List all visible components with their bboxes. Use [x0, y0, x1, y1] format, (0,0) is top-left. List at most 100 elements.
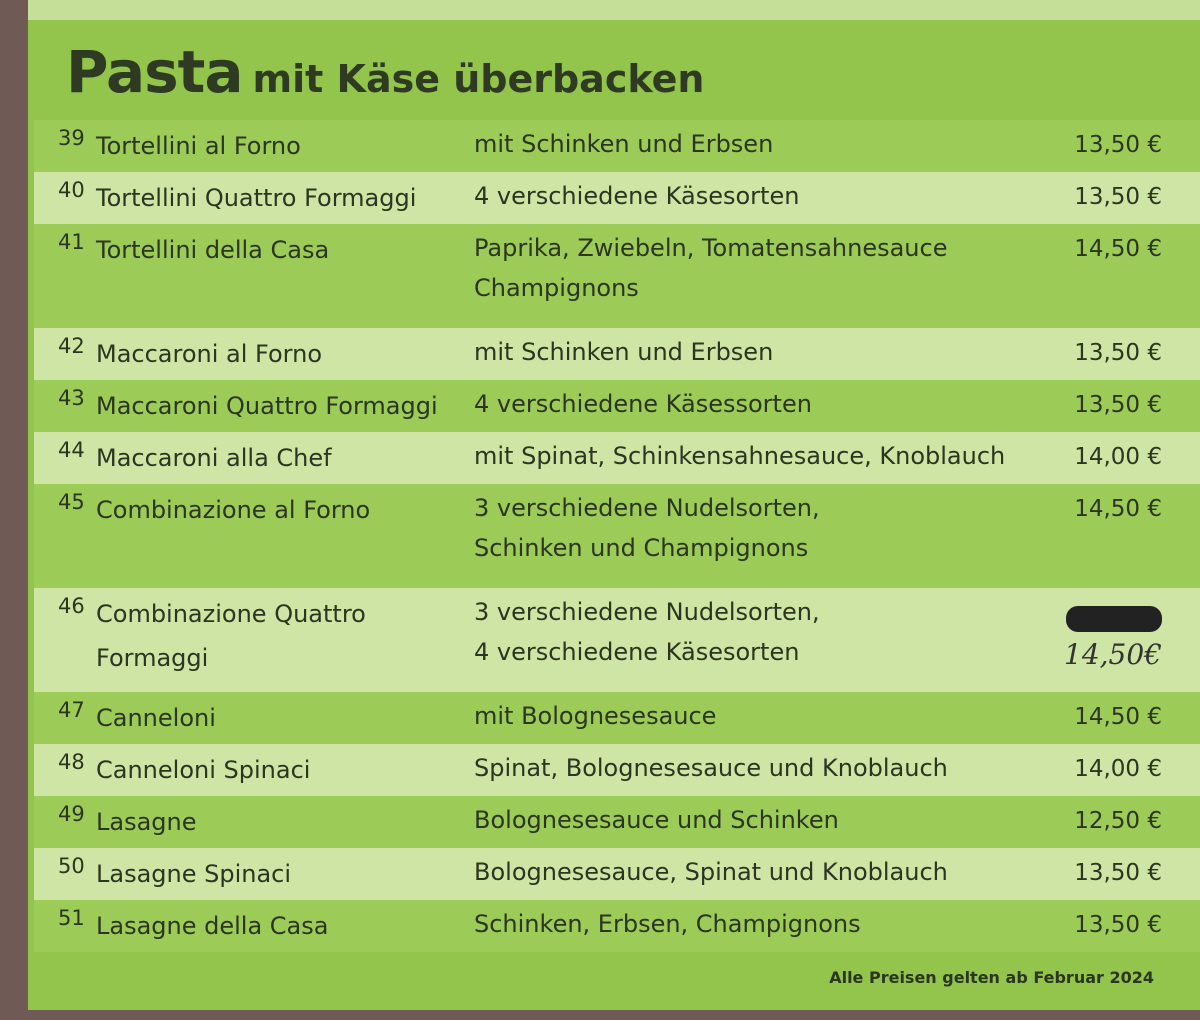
menu-item: 51 Lasagne della Casa Schinken, Erbsen, Ch…	[34, 900, 1200, 952]
menu-item: 48 Canneloni Spinaci Spinat, Bolognesesauc…	[34, 744, 1200, 796]
item-price: 13,50 €	[1074, 860, 1162, 886]
item-number: 46	[58, 594, 85, 618]
item-price: 14,00 €	[1074, 444, 1162, 470]
menu-item: 39 Tortellini al Forno mit Schinken und Er…	[34, 120, 1200, 172]
item-name: Lasagne della Casa	[96, 904, 328, 948]
item-price: 14,50 €	[1074, 236, 1162, 262]
name-line: Tortellini della Casa	[96, 236, 330, 264]
item-name: Canneloni	[96, 696, 216, 740]
footer-note: Alle Preisen gelten ab Februar 2024	[829, 968, 1154, 987]
description-line: Champignons	[474, 274, 639, 302]
menu-item: 45 Combinazione al Forno 3 verschiedene Nu…	[34, 484, 1200, 588]
menu-item: 47 Canneloni mit Bolognesesauce 14,50 €	[34, 692, 1200, 744]
name-line: Lasagne	[96, 808, 197, 836]
description-line: mit Spinat, Schinkensahnesauce, Knoblauc…	[474, 442, 1006, 470]
description-line: mit Schinken und Erbsen	[474, 130, 774, 158]
menu-item: 44 Maccaroni alla Chef mit Spinat, Schinke…	[34, 432, 1200, 484]
item-number: 48	[58, 750, 85, 774]
title: Pasta	[66, 38, 243, 106]
name-line: Canneloni	[96, 704, 216, 732]
item-description: Bolognesesauce und Schinken	[474, 800, 839, 840]
item-description: mit Schinken und Erbsen	[474, 124, 773, 164]
item-price: 14,50 €	[1074, 704, 1162, 730]
item-price: 13,50 €	[1074, 392, 1162, 418]
description-line: 4 verschiedene Käsesorten	[474, 638, 800, 666]
item-name: Combinazione Quattro Formaggi	[96, 592, 366, 680]
name-line: Maccaroni al Forno	[96, 340, 323, 368]
subtitle: mit Käse überbacken	[252, 57, 705, 101]
item-number: 45	[58, 490, 85, 514]
item-number: 49	[58, 802, 85, 826]
item-name: Maccaroni al Forno	[96, 332, 322, 376]
menu-item: 43 Maccaroni Quattro Formaggi 4 verschiede…	[34, 380, 1200, 432]
header: Pasta mit Käse überbacken	[66, 38, 704, 106]
item-name: Canneloni Spinaci	[96, 748, 310, 792]
item-name: Tortellini della Casa	[96, 228, 329, 272]
description-line: Schinken und Champignons	[474, 534, 809, 562]
description-line: Schinken, Erbsen, Champignons	[474, 910, 861, 938]
item-description: 3 verschiedene Nudelsorten, Schinken und …	[474, 488, 820, 568]
item-description: mit Spinat, Schinkensahnesauce, Knoblauc…	[474, 436, 1005, 476]
name-line: Maccaroni alla Chef	[96, 444, 332, 472]
menu-list: 39 Tortellini al Forno mit Schinken und Er…	[34, 120, 1200, 952]
item-description: Spinat, Bolognesesauce und Knoblauch	[474, 748, 948, 788]
description-line: 3 verschiedene Nudelsorten,	[474, 494, 820, 522]
item-description: Paprika, Zwiebeln, Tomatensahnesauce Cham…	[474, 228, 947, 308]
menu-item: 41 Tortellini della Casa Paprika, Zwiebeln…	[34, 224, 1200, 328]
item-number: 51	[58, 906, 85, 930]
description-line: Bolognesesauce und Schinken	[474, 806, 839, 834]
item-description: 4 verschiedene Käsessorten	[474, 384, 812, 424]
description-line: Spinat, Bolognesesauce und Knoblauch	[474, 754, 948, 782]
description-line: 3 verschiedene Nudelsorten,	[474, 598, 820, 626]
item-name: Lasagne Spinaci	[96, 852, 291, 896]
top-strip	[28, 0, 1200, 20]
item-price: 13,50 €	[1074, 340, 1162, 366]
item-price: 13,50 €	[1074, 132, 1162, 158]
name-line: Formaggi	[96, 644, 209, 672]
name-line: Maccaroni Quattro Formaggi	[96, 392, 438, 420]
item-name: Maccaroni alla Chef	[96, 436, 332, 480]
menu-item: 40 Tortellini Quattro Formaggi 4 verschied…	[34, 172, 1200, 224]
item-price: 13,50 €	[1074, 912, 1162, 938]
item-number: 44	[58, 438, 85, 462]
description-line: mit Schinken und Erbsen	[474, 338, 774, 366]
item-name: Tortellini Quattro Formaggi	[96, 176, 416, 220]
description-line: 4 verschiedene Käsessorten	[474, 390, 812, 418]
menu-item: 50 Lasagne Spinaci Bolognesesauce, Spinat …	[34, 848, 1200, 900]
name-line: Combinazione Quattro	[96, 600, 366, 628]
item-number: 39	[58, 126, 85, 150]
item-name: Tortellini al Forno	[96, 124, 301, 168]
name-line: Canneloni Spinaci	[96, 756, 311, 784]
description-line: Paprika, Zwiebeln, Tomatensahnesauce	[474, 234, 948, 262]
item-number: 40	[58, 178, 85, 202]
item-name: Lasagne	[96, 800, 197, 844]
name-line: Lasagne della Casa	[96, 912, 329, 940]
item-price: 13,50 €	[1074, 184, 1162, 210]
item-number: 47	[58, 698, 85, 722]
item-description: 4 verschiedene Käsesorten	[474, 176, 799, 216]
item-price: 12,50 €	[1074, 808, 1162, 834]
item-price: 14,50€	[1064, 638, 1162, 671]
name-line: Lasagne Spinaci	[96, 860, 292, 888]
item-description: 3 verschiedene Nudelsorten, 4 verschieden…	[474, 592, 820, 672]
description-line: mit Bolognesesauce	[474, 702, 717, 730]
menu-item: 49 Lasagne Bolognesesauce und Schinken 12,5…	[34, 796, 1200, 848]
menu-item: 42 Maccaroni al Forno mit Schinken und Erb…	[34, 328, 1200, 380]
item-price: 14,00 €	[1074, 756, 1162, 782]
name-line: Tortellini al Forno	[96, 132, 301, 160]
item-price: 14,50 €	[1074, 496, 1162, 522]
item-description: Schinken, Erbsen, Champignons	[474, 904, 861, 944]
item-name: Combinazione al Forno	[96, 488, 370, 532]
menu-item: 46 Combinazione Quattro Formaggi 3 verschie…	[34, 588, 1200, 692]
menu-card: Pasta mit Käse überbacken 39 Tortellini al…	[28, 0, 1200, 1010]
item-description: mit Schinken und Erbsen	[474, 332, 773, 372]
item-number: 41	[58, 230, 85, 254]
item-name: Maccaroni Quattro Formaggi	[96, 384, 438, 428]
name-line: Combinazione al Forno	[96, 496, 371, 524]
crossed-out-price	[1066, 606, 1162, 632]
item-description: Bolognesesauce, Spinat und Knoblauch	[474, 852, 948, 892]
item-description: mit Bolognesesauce	[474, 696, 716, 736]
description-line: 4 verschiedene Käsesorten	[474, 182, 800, 210]
name-line: Tortellini Quattro Formaggi	[96, 184, 417, 212]
item-number: 50	[58, 854, 85, 878]
